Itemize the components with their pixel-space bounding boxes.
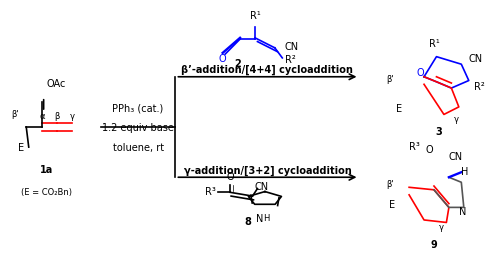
Text: 2: 2 [234, 59, 241, 69]
Text: toluene, rt: toluene, rt [112, 143, 164, 153]
Text: γ: γ [70, 112, 74, 121]
Text: R¹: R¹ [428, 39, 440, 49]
Text: CN: CN [255, 182, 269, 192]
Text: E: E [396, 104, 402, 114]
Text: E: E [18, 143, 25, 153]
Text: β: β [54, 112, 60, 121]
Text: R²: R² [474, 82, 484, 92]
Text: R³: R³ [205, 187, 216, 197]
Text: α: α [40, 112, 45, 121]
Text: N: N [256, 214, 264, 224]
Text: O: O [425, 145, 433, 155]
Text: 8: 8 [244, 217, 251, 228]
Text: 1a: 1a [40, 165, 53, 175]
Text: OAc: OAc [46, 79, 66, 89]
Text: 9: 9 [430, 240, 438, 250]
Text: H: H [262, 214, 269, 223]
Text: O: O [226, 172, 234, 182]
Text: γ-addition/[3+2] cycloaddition: γ-addition/[3+2] cycloaddition [184, 166, 352, 176]
Text: β’-addition/[4+4] cycloaddition: β’-addition/[4+4] cycloaddition [182, 65, 354, 75]
Text: γ: γ [439, 223, 444, 232]
Text: R³: R³ [408, 142, 420, 152]
Text: 3: 3 [436, 127, 442, 137]
Text: N: N [459, 208, 466, 217]
Text: E: E [388, 200, 395, 210]
Text: β': β' [386, 180, 394, 189]
Text: β': β' [11, 110, 19, 119]
Text: O: O [416, 68, 424, 78]
Text: R¹: R¹ [250, 11, 260, 22]
Text: R²: R² [285, 55, 296, 66]
Text: γ: γ [454, 115, 459, 124]
Text: 1.2 equiv base: 1.2 equiv base [102, 123, 174, 133]
Text: β': β' [386, 75, 394, 84]
Text: PPh₃ (cat.): PPh₃ (cat.) [112, 103, 164, 113]
Text: H: H [462, 167, 468, 177]
Text: O: O [219, 54, 226, 64]
Text: CN: CN [449, 152, 463, 162]
Text: CN: CN [469, 54, 483, 64]
Text: (E = CO₂Bn): (E = CO₂Bn) [20, 188, 72, 197]
Text: CN: CN [285, 42, 299, 52]
